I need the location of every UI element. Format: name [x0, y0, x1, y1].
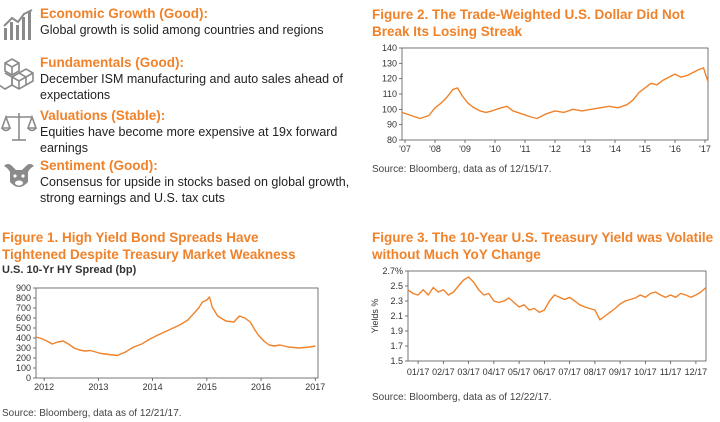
x-tick-label: 12/17 [685, 367, 708, 377]
figure1-subtitle: U.S. 10-Yr HY Spread (bp) [2, 264, 137, 276]
x-tick-label: '09 [459, 144, 471, 154]
x-tick-label: '12 [549, 144, 561, 154]
series-line [401, 67, 709, 120]
y-tick-label: 1.7 [390, 341, 403, 351]
x-tick-label: 2013 [88, 382, 108, 392]
x-tick-label: 07/17 [558, 367, 581, 377]
indicator-text: December ISM manufacturing and auto sale… [40, 72, 343, 102]
x-tick-label: 2012 [34, 382, 54, 392]
x-tick-label: '08 [429, 144, 441, 154]
x-tick-label: '11 [519, 144, 530, 154]
x-tick-label: '13 [579, 144, 591, 154]
y-tick-label: 90 [387, 120, 397, 130]
figure2-title: Figure 2. The Trade-Weighted U.S. Dollar… [372, 7, 685, 39]
y-tick-label: 900 [16, 283, 31, 293]
figure3-source: Source: Bloomberg, data as of 12/22/17. [372, 392, 552, 403]
x-tick-label: '07 [399, 144, 411, 154]
x-tick-label: '10 [489, 144, 501, 154]
x-tick-label: 03/17 [457, 367, 480, 377]
indicator-text: Consensus for upside in stocks based on … [40, 175, 350, 205]
y-tick-label: 100 [382, 104, 397, 114]
y-tick-label: 2.3 [390, 296, 403, 306]
x-tick-label: '15 [639, 144, 651, 154]
indicator-title: Valuations (Stable): [40, 108, 166, 123]
y-tick-label: 800 [16, 293, 31, 303]
indicator-text: Equities have become more expensive at 1… [40, 125, 338, 155]
x-tick-label: 08/17 [584, 367, 607, 377]
bull-bear-icon [4, 164, 34, 187]
y-tick-label: 100 [16, 363, 31, 373]
y-tick-label: 1.5 [390, 356, 403, 366]
x-tick-label: 06/17 [533, 367, 556, 377]
plot-frame [401, 47, 709, 141]
y-tick-label: 400 [16, 333, 31, 343]
x-tick-label: 2017 [305, 382, 325, 392]
figure1-title: Figure 1. High Yield Bond Spreads Have T… [2, 230, 296, 262]
x-tick-label: 02/17 [432, 367, 455, 377]
indicator-text: Global growth is solid among countries a… [40, 23, 324, 37]
figure2-chart: 80 90 100 110 120 130 140 '07 '08 '09 '10 '11 '12 '13… [382, 43, 711, 154]
x-tick-label: 10/17 [634, 367, 657, 377]
y-tick-label: 2.7% [382, 266, 403, 276]
indicator-title: Economic Growth (Good): [40, 6, 208, 21]
y-tick-label: 110 [383, 89, 397, 99]
figure2-source: Source: Bloomberg, data as of 12/15/17. [372, 164, 552, 175]
indicator-fundamentals: Fundamentals (Good): December ISM manufa… [0, 55, 365, 105]
x-tick-label: '17 [699, 144, 711, 154]
x-tick-label: '16 [669, 144, 681, 154]
x-tick-label: 04/17 [483, 367, 506, 377]
x-tick-label: 05/17 [508, 367, 531, 377]
plot-frame [35, 287, 319, 379]
y-tick-label: 2.5 [390, 281, 403, 291]
y-tick-label: 200 [16, 353, 31, 363]
y-axis-label: Yields % [370, 299, 380, 334]
x-tick-label: 01/17 [407, 367, 430, 377]
bar-chart-icon [3, 9, 33, 40]
cubes-icon [0, 58, 34, 90]
indicator-valuations: Valuations (Stable): Equities have becom… [0, 108, 365, 158]
y-tick-label: 0 [26, 373, 31, 383]
series-line [35, 296, 316, 357]
x-tick-label: '14 [609, 144, 621, 154]
y-tick-label: 600 [16, 313, 31, 323]
y-tick-label: 130 [382, 58, 397, 68]
indicator-title: Fundamentals (Good): [40, 55, 184, 70]
x-tick-label: 2014 [143, 382, 163, 392]
x-tick-label: 11/17 [660, 367, 682, 377]
y-tick-label: 300 [16, 343, 31, 353]
indicator-economic-growth: Economic Growth (Good): Global growth is… [0, 6, 365, 46]
indicator-title: Sentiment (Good): [40, 158, 158, 173]
y-tick-label: 500 [16, 323, 31, 333]
indicator-sentiment: Sentiment (Good): Consensus for upside i… [0, 158, 365, 210]
y-tick-label: 2.1 [390, 311, 403, 321]
y-tick-label: 120 [382, 74, 397, 84]
scales-icon [0, 113, 38, 141]
y-tick-label: 1.9 [390, 326, 403, 336]
x-tick-label: 2016 [251, 382, 271, 392]
x-tick-label: 09/17 [609, 367, 632, 377]
series-line [407, 276, 707, 321]
y-tick-label: 140 [382, 43, 397, 53]
y-tick-label: 700 [16, 303, 31, 313]
plot-frame [407, 270, 707, 362]
x-tick-label: 2015 [197, 382, 217, 392]
y-tick-label: 80 [387, 135, 397, 145]
figure1-source: Source: Bloomberg, data as of 12/21/17. [2, 408, 182, 419]
figure3-chart: 1.5 1.7 1.9 2.1 2.3 2.5 2.7% 01/17 02/17 03/17 04/… [370, 266, 708, 377]
figure3-title: Figure 3. The 10-Year U.S. Treasury Yiel… [372, 230, 714, 262]
